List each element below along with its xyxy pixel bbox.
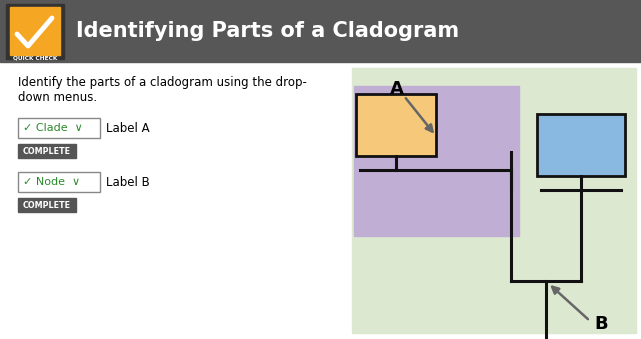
Bar xyxy=(0,62,641,339)
Bar xyxy=(356,94,436,156)
Bar xyxy=(18,118,100,138)
Bar xyxy=(6,4,64,59)
Text: COMPLETE: COMPLETE xyxy=(23,200,71,210)
Bar xyxy=(0,0,641,62)
Text: Identify the parts of a cladogram using the drop-
down menus.: Identify the parts of a cladogram using … xyxy=(18,76,307,104)
Text: Label A: Label A xyxy=(106,121,149,135)
Text: B: B xyxy=(594,315,608,333)
Text: A: A xyxy=(390,80,404,98)
Text: Identifying Parts of a Cladogram: Identifying Parts of a Cladogram xyxy=(76,21,459,41)
Bar xyxy=(18,172,100,192)
Bar xyxy=(10,7,60,55)
Text: ✓ Node  ∨: ✓ Node ∨ xyxy=(23,177,80,187)
Text: COMPLETE: COMPLETE xyxy=(23,146,71,156)
Text: Label B: Label B xyxy=(106,176,150,188)
Bar xyxy=(354,86,519,236)
Bar xyxy=(352,68,636,333)
Text: ✓ Clade  ∨: ✓ Clade ∨ xyxy=(23,123,83,133)
Bar xyxy=(537,114,625,176)
Text: QUICK CHECK: QUICK CHECK xyxy=(13,55,57,60)
Bar xyxy=(18,144,76,158)
Bar xyxy=(18,198,76,212)
